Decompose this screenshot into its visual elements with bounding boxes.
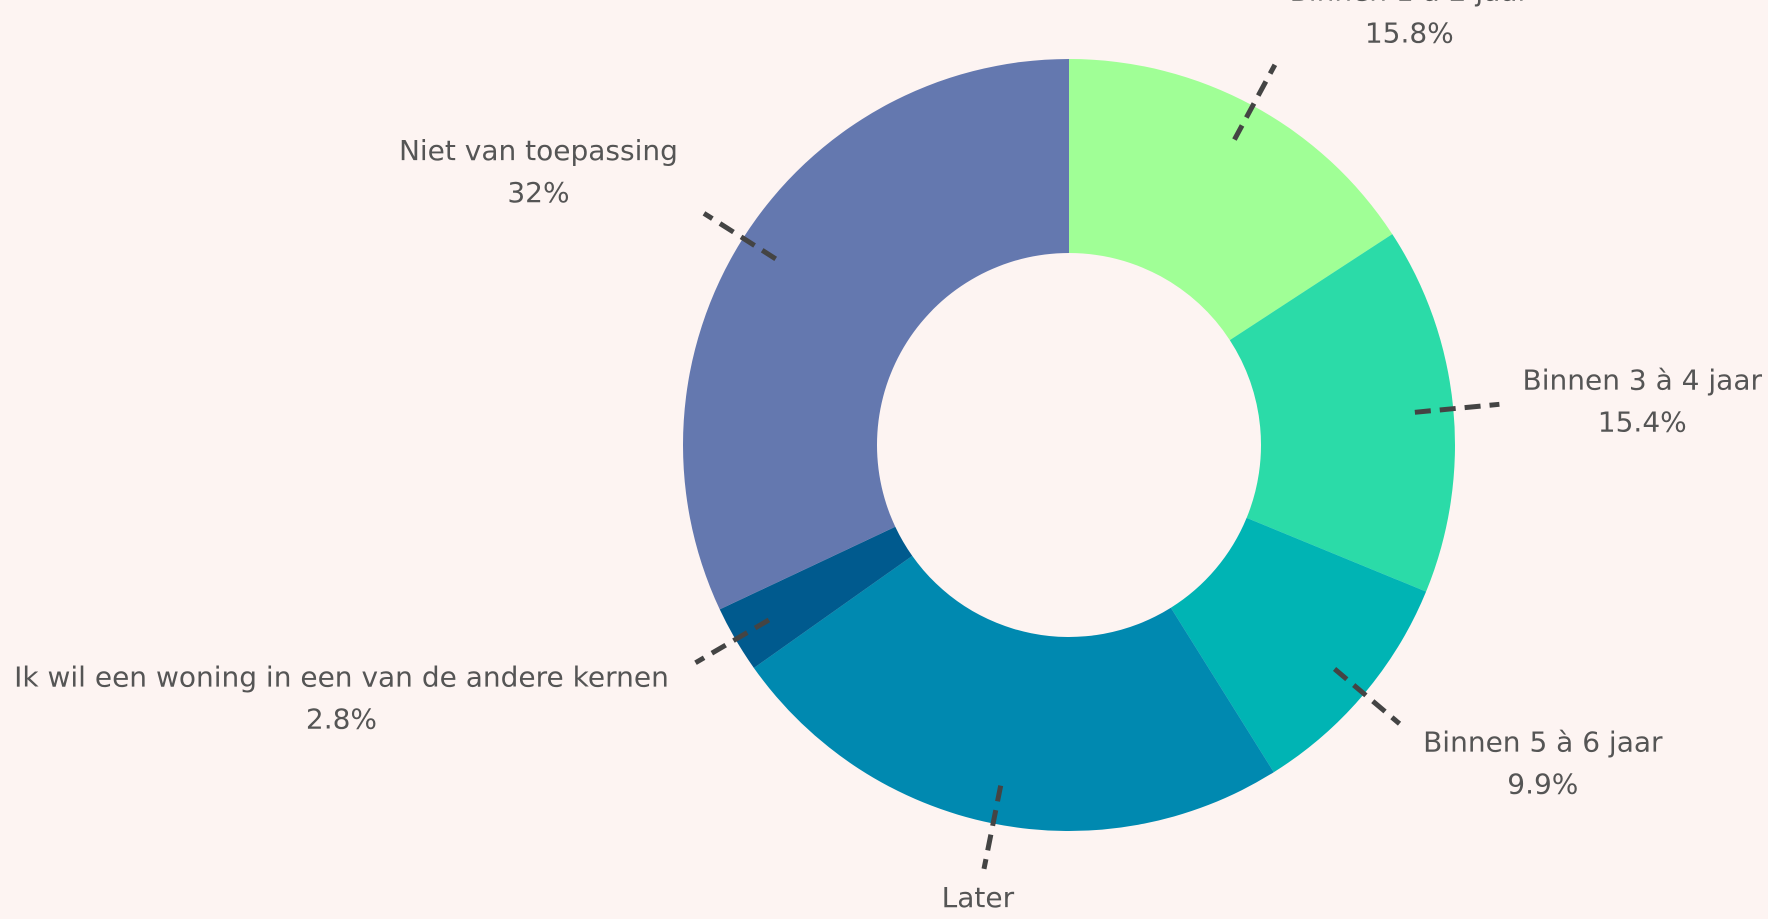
donut-slice xyxy=(719,526,913,668)
donut-slice xyxy=(1229,234,1455,592)
leader-line xyxy=(1232,63,1278,141)
leader-line xyxy=(702,211,778,261)
slice-value-label: 15.8% xyxy=(1365,17,1454,50)
leader-line xyxy=(1414,401,1500,415)
slice-value-label: 15.4% xyxy=(1598,405,1687,438)
leader-line xyxy=(1332,667,1402,726)
slice-label: Ik wil een woning in een van de andere k… xyxy=(14,660,669,693)
donut-slice xyxy=(1170,517,1427,773)
slice-value-label: 2.8% xyxy=(306,702,377,735)
slice-label: Binnen 3 à 4 jaar xyxy=(1523,363,1763,396)
slice-label: Binnen 1 à 2 jaar xyxy=(1290,0,1530,8)
slice-value-label: 9.9% xyxy=(1507,768,1578,801)
leader-line xyxy=(694,617,771,665)
donut-slice xyxy=(1069,59,1393,341)
donut-slice xyxy=(682,59,1069,610)
leader-line xyxy=(981,785,1004,870)
slice-value-label: 32% xyxy=(507,176,569,209)
slice-label: Later xyxy=(942,881,1015,914)
slice-label: Binnen 5 à 6 jaar xyxy=(1423,726,1663,759)
donut-slice xyxy=(753,555,1274,831)
slice-label: Niet van toepassing xyxy=(399,134,678,167)
